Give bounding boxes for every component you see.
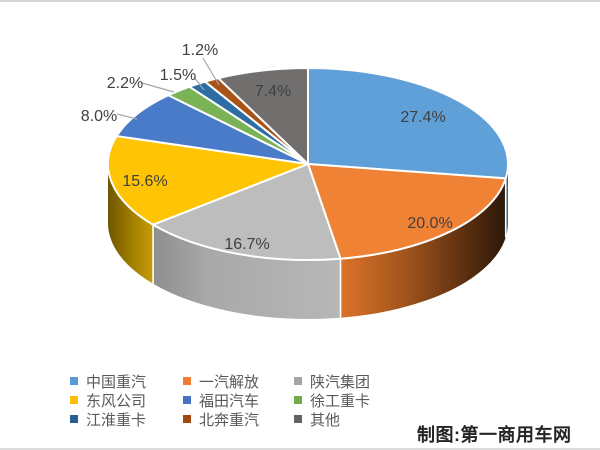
pie-slice-8 (217, 67, 309, 165)
leader-line (202, 57, 220, 86)
legend-swatch (70, 377, 78, 385)
data-label: 1.2% (182, 42, 218, 59)
legend-item: 东风公司 (70, 392, 183, 410)
legend-label: 福田汽车 (199, 392, 260, 410)
legend-item: 一汽解放 (183, 373, 294, 391)
legend-label: 其他 (310, 411, 341, 429)
leader-line (116, 113, 138, 120)
data-label: 7.4% (255, 83, 291, 100)
pie-slice-1 (307, 163, 507, 260)
legend-label: 江淮重卡 (86, 411, 147, 429)
legend-label: 东风公司 (86, 392, 147, 410)
credit-text: 制图:第一商用车网 (417, 425, 572, 445)
pie-slice-0 (307, 67, 509, 180)
legend-item: 中国重汽 (70, 373, 183, 391)
legend-swatch (183, 415, 191, 423)
legend-swatch (183, 377, 191, 385)
data-label: 2.2% (107, 75, 143, 92)
pie-wall-2 (153, 224, 341, 320)
data-label: 15.6% (122, 173, 167, 190)
legend-item: 江淮重卡 (70, 411, 183, 429)
data-label: 20.0% (407, 215, 452, 232)
chart-legend: 中国重汽 一汽解放 陕汽集团 东风公司 福田汽车 徐工重卡 江淮重卡 北奔重汽 (70, 373, 444, 429)
data-label: 8.0% (81, 108, 117, 125)
legend-swatch (183, 396, 191, 404)
data-label: 1.5% (160, 67, 196, 84)
leader-line (141, 82, 175, 93)
pie-slice-3 (107, 135, 309, 226)
legend-label: 陕汽集团 (310, 373, 371, 391)
legend-item: 徐工重卡 (294, 392, 444, 410)
data-label: 27.4% (400, 109, 445, 126)
legend-swatch (294, 396, 302, 404)
legend-label: 徐工重卡 (310, 392, 371, 410)
legend-label: 中国重汽 (86, 373, 147, 391)
pie-wall-1 (340, 178, 506, 318)
legend-item: 其他 (294, 411, 444, 429)
pie-slice-4 (115, 94, 309, 165)
legend-item: 北奔重汽 (183, 411, 294, 429)
legend-item: 陕汽集团 (294, 373, 444, 391)
legend-item: 福田汽车 (183, 392, 294, 410)
legend-label: 一汽解放 (199, 373, 260, 391)
pie-slice-2 (152, 163, 342, 261)
legend-swatch (294, 415, 302, 423)
legend-swatch (70, 396, 78, 404)
leader-line (193, 76, 205, 91)
pie-wall-3 (108, 164, 154, 284)
legend-label: 北奔重汽 (199, 411, 260, 429)
legend-swatch (70, 415, 78, 423)
legend-swatch (294, 377, 302, 385)
data-label: 16.7% (224, 236, 269, 253)
